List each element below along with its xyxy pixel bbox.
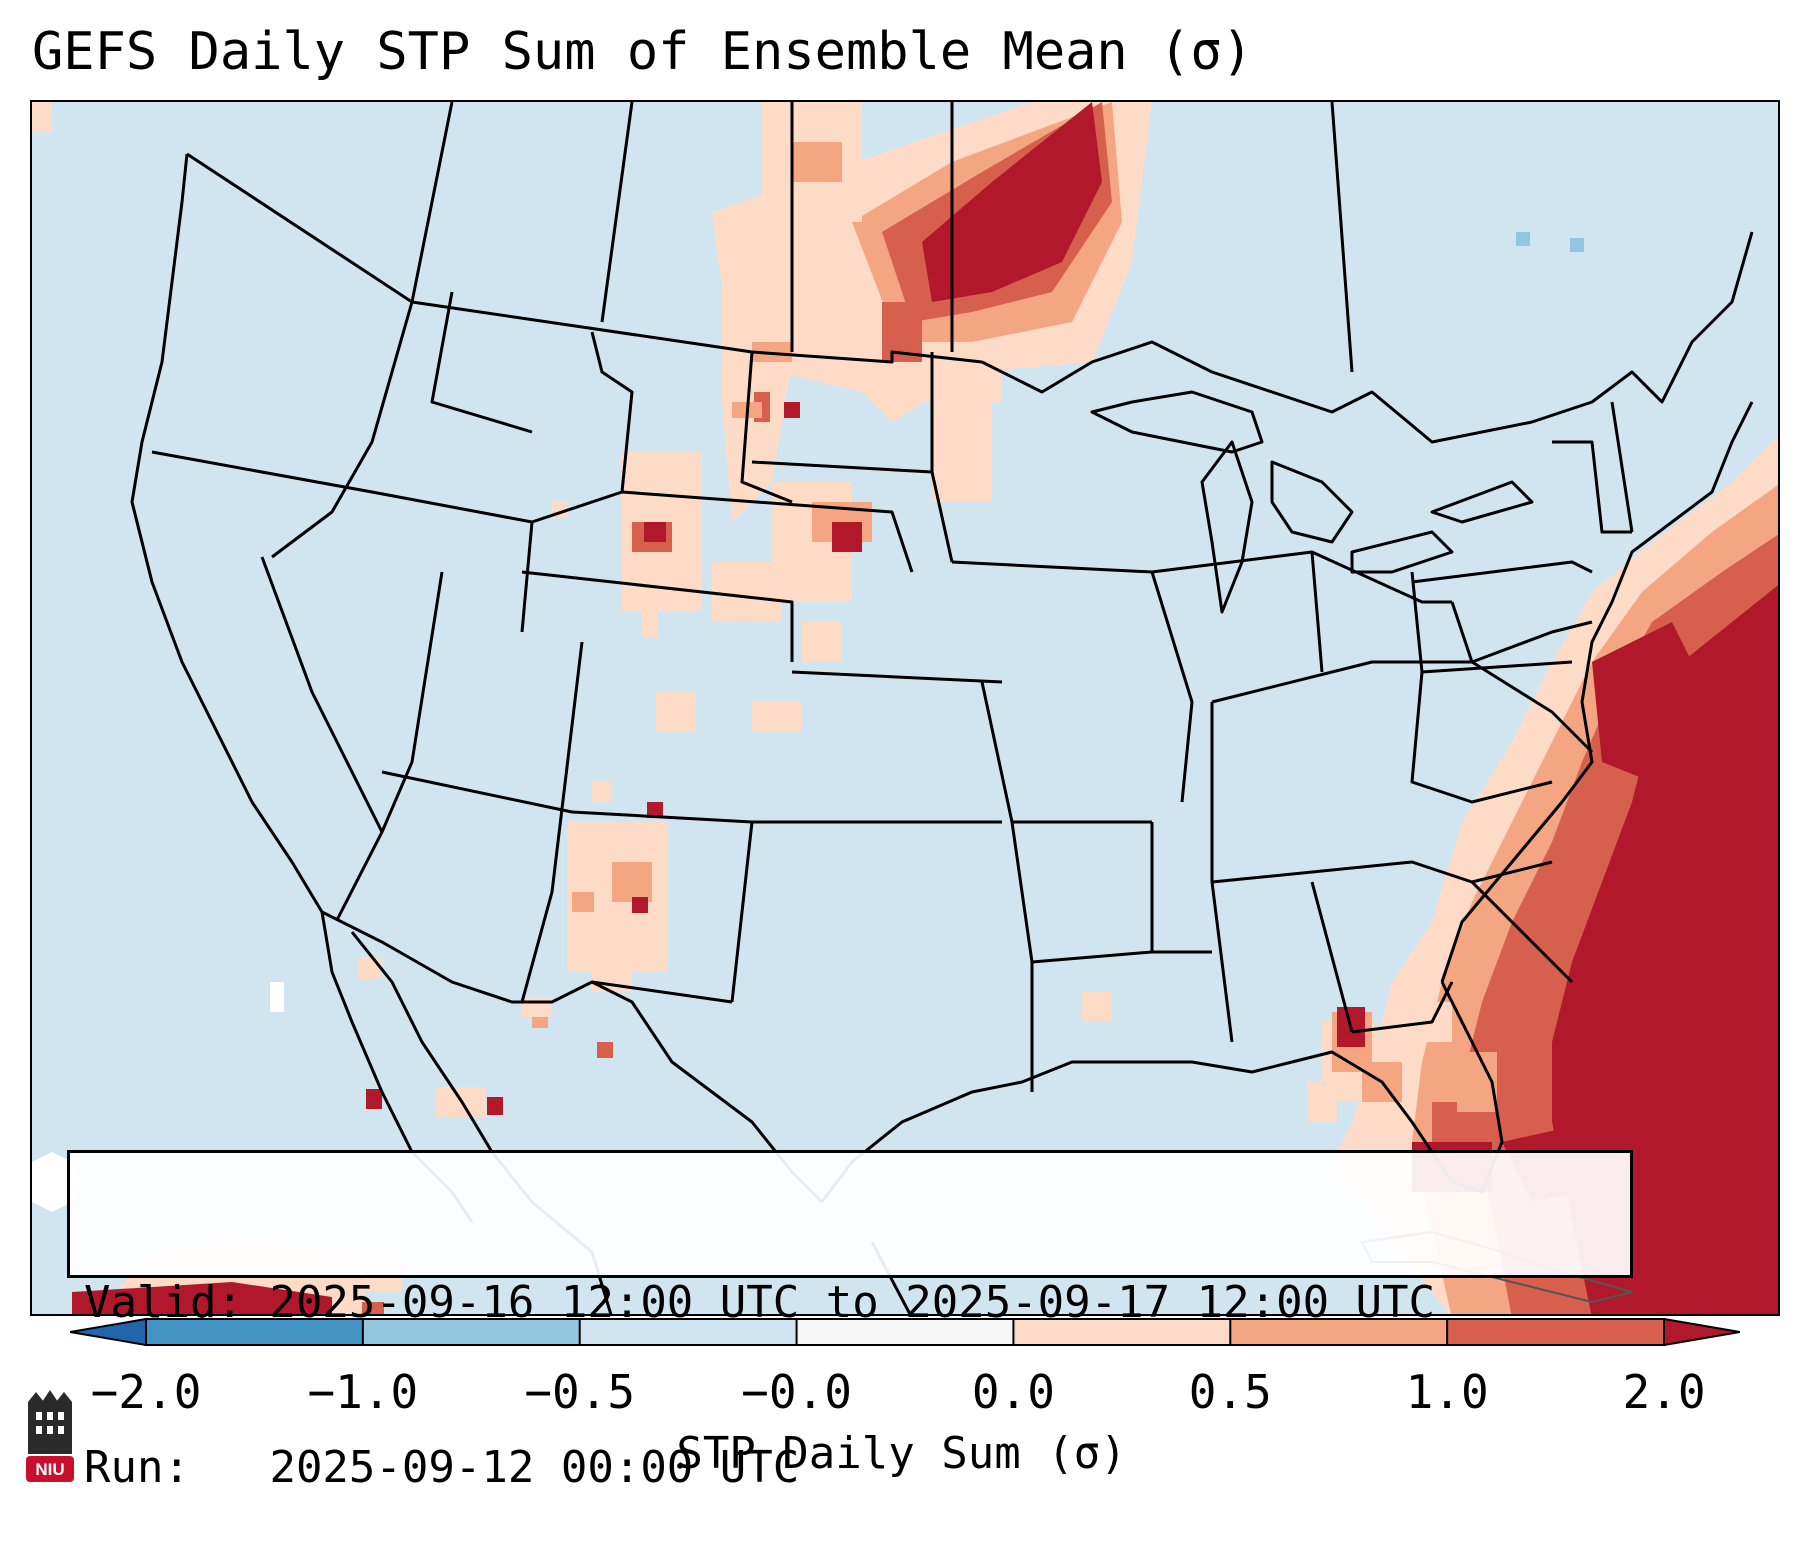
colorbar-bin xyxy=(1013,1318,1231,1346)
validity-info-box: Valid: 2025-09-16 12:00 UTC to 2025-09-1… xyxy=(67,1150,1633,1493)
colorbar-tick-label: 0.5 xyxy=(1188,1365,1272,1419)
colorbar-extend-low xyxy=(70,1318,146,1346)
colorbar-label: STP Daily Sum (σ) xyxy=(676,1428,1127,1479)
colorbar-tick-label: 2.0 xyxy=(1622,1365,1706,1419)
colorbar-tick-label: 1.0 xyxy=(1405,1365,1489,1419)
run-label: Run: xyxy=(84,1442,190,1493)
colorbar-bin xyxy=(1230,1318,1448,1346)
colorbar-bin xyxy=(1447,1318,1665,1346)
colorbar-tick-label: −1.0 xyxy=(307,1365,419,1419)
colorbar-tick-label: −0.5 xyxy=(524,1365,636,1419)
colorbar-bin xyxy=(362,1318,581,1346)
atlantic-stp-region-extreme xyxy=(1552,585,1778,1314)
niu-logo-icon: NIU xyxy=(26,1390,74,1482)
borders xyxy=(130,102,1754,1314)
colorbar-bin xyxy=(579,1318,798,1346)
colorbar-tick-label: 0.0 xyxy=(971,1365,1055,1419)
colorbar-extend-high xyxy=(1664,1318,1740,1346)
map-panel xyxy=(30,100,1780,1316)
colorbar-bin xyxy=(146,1318,364,1346)
colorbar-bin xyxy=(796,1318,1014,1346)
colorbar xyxy=(70,1318,1740,1346)
run-value: 2025-09-12 00:00 UTC xyxy=(269,1442,800,1493)
run-row: Run: 2025-09-12 00:00 UTC xyxy=(84,1440,1616,1495)
colorbar-tick-label: −0.0 xyxy=(741,1365,852,1419)
logo-text: NIU xyxy=(35,1460,64,1479)
map-title: GEFS Daily STP Sum of Ensemble Mean (σ) xyxy=(32,22,1253,82)
colorbar-tick-label: −2.0 xyxy=(90,1365,202,1419)
stp-map xyxy=(32,102,1778,1314)
